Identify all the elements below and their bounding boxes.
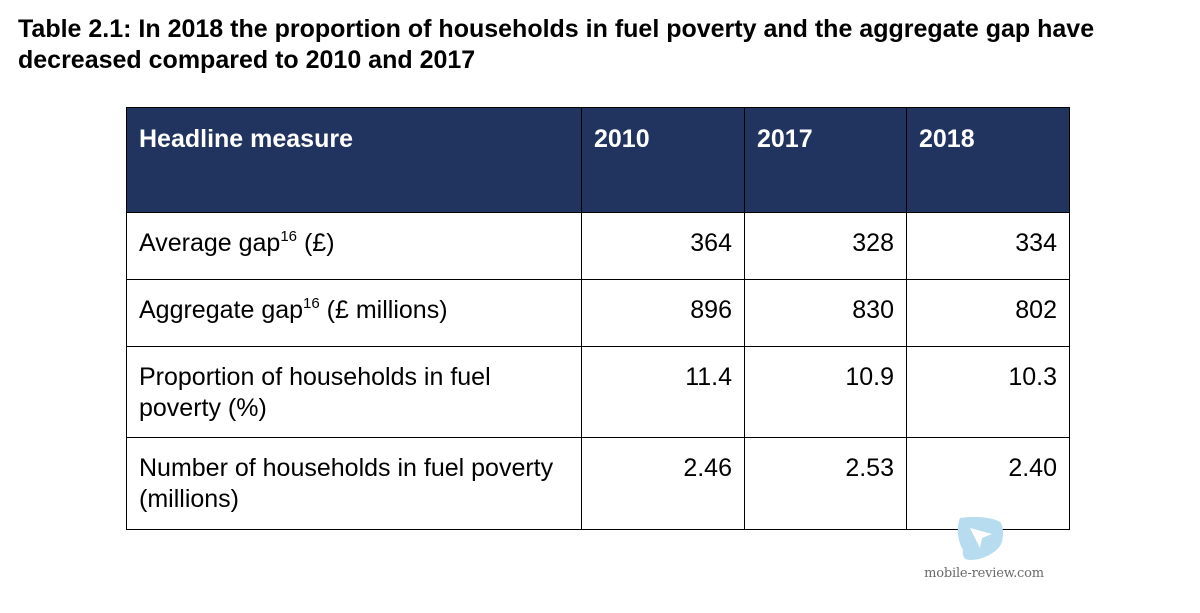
watermark-text: mobile-review.com bbox=[924, 566, 1044, 581]
table-header-row: Headline measure 2010 2017 2018 bbox=[126, 107, 1070, 213]
row-label-text: Number of households in fuel poverty (mi… bbox=[139, 454, 554, 513]
header-year-2010: 2010 bbox=[581, 107, 745, 213]
value-cell-2017: 830 bbox=[744, 279, 907, 347]
footnote-marker: 16 bbox=[303, 295, 320, 312]
table-row: Aggregate gap16 (£ millions) 896 830 802 bbox=[126, 279, 1070, 347]
logo-mark bbox=[970, 528, 992, 548]
value-cell-2018: 10.3 bbox=[906, 346, 1070, 438]
table-row: Number of households in fuel poverty (mi… bbox=[126, 437, 1070, 530]
row-label-text: Proportion of households in fuel poverty… bbox=[139, 363, 491, 422]
row-label: Number of households in fuel poverty (mi… bbox=[126, 437, 582, 530]
value-cell-2018: 334 bbox=[906, 212, 1070, 280]
mobile-review-logo-icon bbox=[957, 517, 1003, 560]
footnote-marker: 16 bbox=[280, 228, 298, 245]
value-cell-2017: 10.9 bbox=[744, 346, 907, 438]
header-year-2017: 2017 bbox=[744, 107, 907, 213]
row-label: Proportion of households in fuel poverty… bbox=[126, 346, 582, 438]
row-label-text: Average gap bbox=[139, 229, 281, 257]
row-label-unit: (£ millions) bbox=[319, 296, 448, 324]
value-cell-2010: 364 bbox=[581, 212, 745, 280]
row-label: Average gap16 (£) bbox=[126, 212, 582, 280]
header-headline-measure: Headline measure bbox=[126, 107, 582, 213]
row-label-unit: (£) bbox=[297, 229, 335, 257]
row-label: Aggregate gap16 (£ millions) bbox=[126, 279, 582, 347]
value-cell-2010: 896 bbox=[581, 279, 745, 347]
table-row: Proportion of households in fuel poverty… bbox=[126, 346, 1070, 438]
fuel-poverty-table: Headline measure 2010 2017 2018 Average … bbox=[126, 107, 1070, 530]
value-cell-2017: 328 bbox=[744, 212, 907, 280]
table-row: Average gap16 (£) 364 328 334 bbox=[126, 212, 1070, 280]
row-label-text: Aggregate gap bbox=[139, 296, 304, 324]
value-cell-2018: 2.40 bbox=[906, 437, 1070, 530]
table-caption: Table 2.1: In 2018 the proportion of hou… bbox=[18, 15, 1095, 74]
watermark: mobile-review.com bbox=[924, 514, 1044, 584]
value-cell-2010: 11.4 bbox=[581, 346, 745, 438]
header-year-2018: 2018 bbox=[906, 107, 1070, 213]
value-cell-2018: 802 bbox=[906, 279, 1070, 347]
value-cell-2017: 2.53 bbox=[744, 437, 907, 530]
value-cell-2010: 2.46 bbox=[581, 437, 745, 530]
